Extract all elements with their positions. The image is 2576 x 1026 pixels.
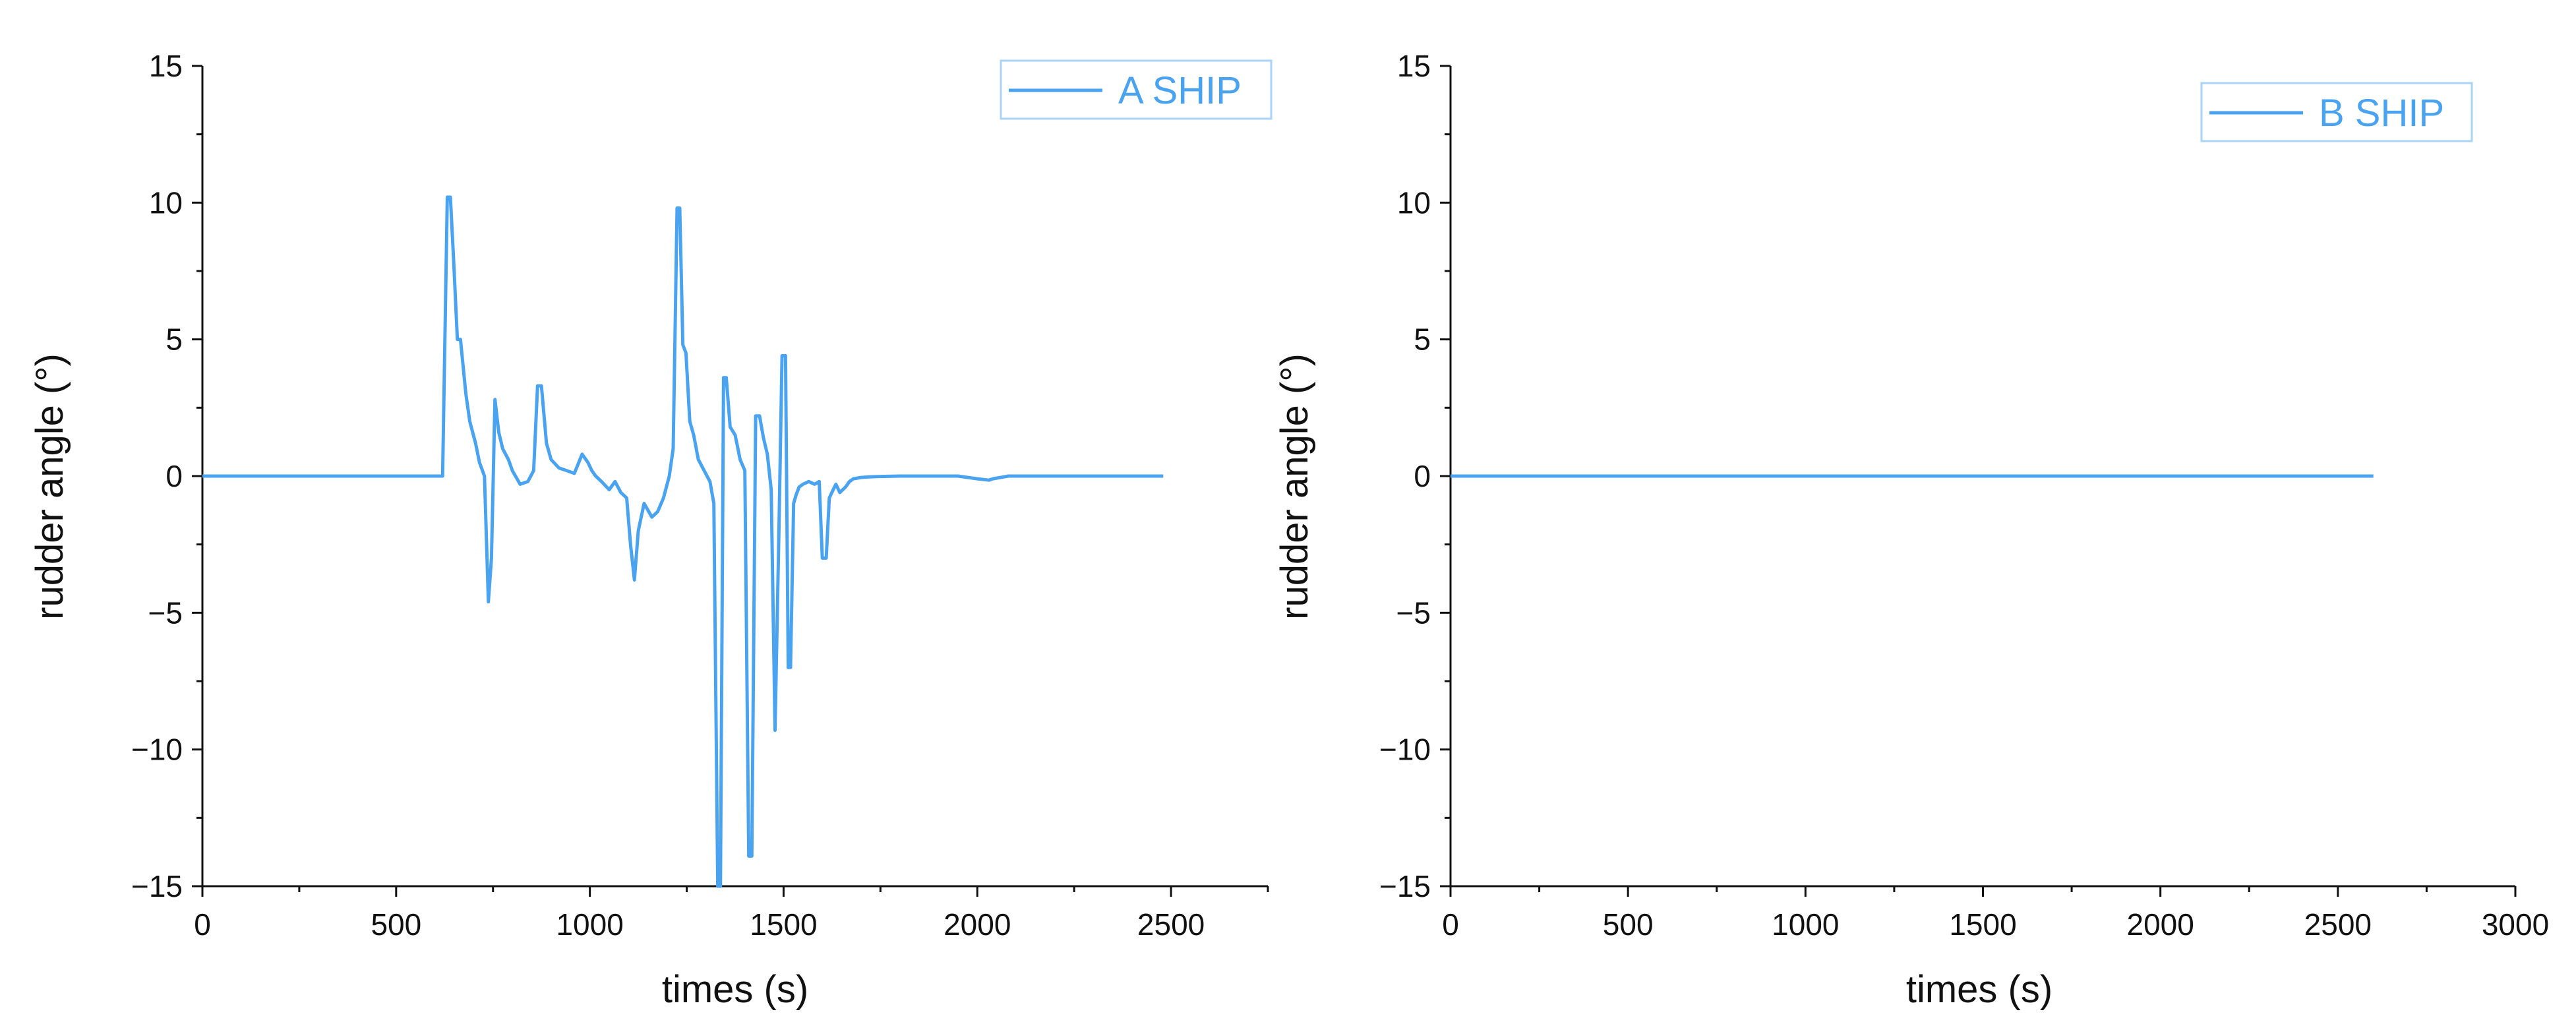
y-tick-label: 15	[149, 49, 183, 83]
legend-label-b: B SHIP	[2319, 92, 2444, 135]
y-tick-label: −15	[1379, 869, 1431, 903]
legend-label-a: A SHIP	[1118, 69, 1242, 112]
x-tick-label: 0	[1442, 907, 1459, 942]
x-tick-label: 1000	[1772, 907, 1839, 942]
x-tick-label: 2500	[1137, 907, 1205, 942]
x-tick-label: 2000	[944, 907, 1011, 942]
y-tick-label: −10	[1379, 733, 1431, 767]
ticks-a: 15 10 5 0 −5 −10 −15 0 500 1000 1500 2000 2500	[131, 49, 1269, 942]
y-tick-label: −5	[1396, 595, 1431, 630]
y-tick-label: 0	[1414, 459, 1431, 493]
y-axis-title-b: rudder angle (°)	[1273, 353, 1316, 620]
chart-panel-a: 15 10 5 0 −5 −10 −15 0 500 1000 1500 2000 2500 times…	[28, 49, 1273, 1011]
x-tick-label: 1000	[556, 907, 623, 942]
y-tick-label: 10	[1397, 185, 1431, 220]
x-axis-title-b: times (s)	[1906, 968, 2052, 1011]
legend-b: B SHIP	[2200, 82, 2473, 142]
x-tick-label: 2000	[2126, 907, 2194, 942]
y-tick-label: −15	[131, 869, 183, 903]
x-tick-label: 2500	[2304, 907, 2372, 942]
x-tick-label: 500	[371, 907, 421, 942]
y-tick-label: 10	[149, 185, 183, 220]
y-tick-label: 15	[1397, 49, 1431, 83]
x-tick-label: 500	[1603, 907, 1654, 942]
x-tick-label: 0	[194, 907, 211, 942]
y-axis-title-a: rudder angle (°)	[28, 353, 71, 620]
x-axis-title-a: times (s)	[662, 968, 808, 1011]
y-tick-label: −5	[148, 595, 183, 630]
chart-panel-b: 15 10 5 0 −5 −10 −15 0 500 1000 1500 2000 2500 3000 t…	[1273, 49, 2549, 1011]
y-tick-label: 5	[165, 322, 183, 357]
series-a	[202, 195, 1164, 888]
x-tick-label: 1500	[750, 907, 817, 942]
series-line	[202, 195, 1164, 888]
x-tick-label: 3000	[2482, 907, 2549, 942]
legend-a: A SHIP	[1000, 59, 1273, 120]
y-tick-label: 0	[165, 459, 183, 493]
ticks-b: 15 10 5 0 −5 −10 −15 0 500 1000 1500 2000 2500 3000	[1379, 49, 2549, 942]
y-tick-label: −10	[131, 733, 183, 767]
x-tick-label: 1500	[1949, 907, 2016, 942]
y-tick-label: 5	[1414, 322, 1431, 357]
